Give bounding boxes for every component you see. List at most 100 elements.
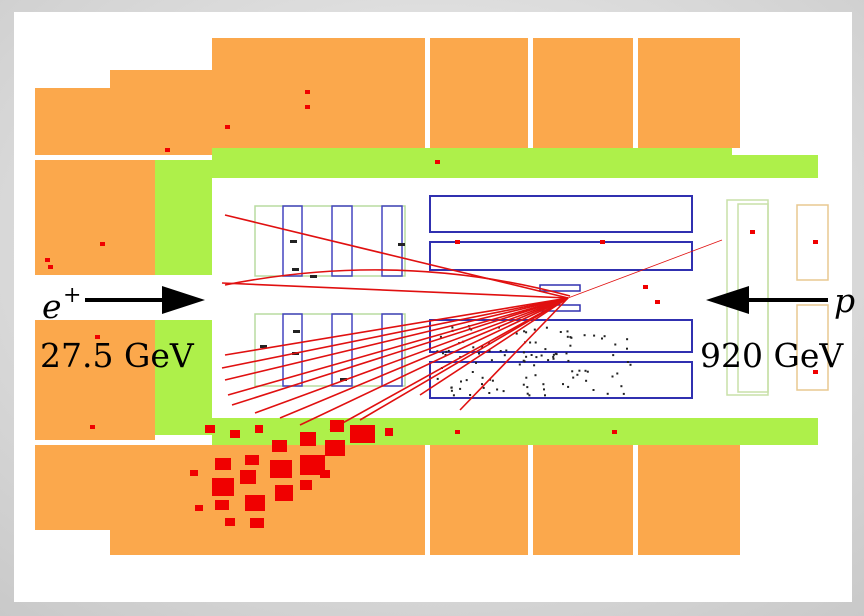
calo-block	[430, 38, 528, 148]
energy-cell	[813, 240, 818, 244]
hit	[612, 376, 614, 378]
hit	[567, 336, 569, 338]
tracker-region	[212, 178, 732, 418]
hit	[525, 331, 527, 333]
beam-energy: 920 GeV	[700, 336, 844, 375]
energy-cell	[230, 430, 240, 438]
energy-cell	[655, 300, 660, 304]
hit	[544, 394, 546, 396]
hit	[560, 331, 562, 333]
hit	[519, 364, 521, 366]
hit	[593, 335, 595, 337]
hit	[616, 373, 618, 375]
hit	[293, 330, 300, 333]
hit	[535, 356, 537, 358]
hit	[623, 393, 625, 395]
lar-strip	[155, 160, 212, 275]
hit	[526, 386, 528, 388]
hit	[566, 352, 568, 354]
hit	[531, 354, 533, 356]
energy-cell	[100, 242, 105, 246]
energy-cell	[240, 470, 256, 484]
calo-block	[430, 445, 528, 555]
hit	[398, 243, 405, 246]
beam-label: p	[834, 281, 855, 320]
hit	[626, 348, 628, 350]
hit	[547, 359, 549, 361]
energy-cell	[385, 428, 393, 436]
hit	[442, 352, 444, 354]
hit	[570, 337, 572, 339]
hit	[523, 360, 525, 362]
hit	[626, 338, 628, 340]
hit	[585, 370, 587, 372]
hit	[460, 381, 462, 383]
energy-cell	[435, 160, 440, 164]
hit	[569, 345, 571, 347]
energy-cell	[455, 430, 460, 434]
hit	[453, 394, 455, 396]
hit	[472, 371, 474, 373]
energy-cell	[165, 148, 170, 152]
hit	[546, 327, 548, 329]
hit	[488, 392, 490, 394]
beam-label: e	[42, 287, 62, 326]
hit	[614, 344, 616, 346]
hit	[525, 377, 527, 379]
hit	[552, 356, 554, 358]
beam-charge: +	[63, 283, 81, 308]
hit	[542, 383, 544, 385]
hit	[572, 377, 574, 379]
energy-cell	[455, 240, 460, 244]
energy-cell	[245, 495, 265, 511]
hit	[505, 350, 507, 352]
calo-block	[638, 38, 740, 148]
hit	[620, 385, 622, 387]
hit	[451, 327, 453, 329]
hit	[553, 358, 555, 360]
hit	[567, 360, 569, 362]
energy-cell	[48, 265, 53, 269]
hit	[503, 390, 505, 392]
hit	[525, 356, 527, 358]
lar-strip	[732, 155, 818, 178]
energy-cell	[245, 455, 259, 465]
hit	[448, 350, 450, 352]
hit	[567, 330, 569, 332]
energy-cell	[250, 518, 264, 528]
hit	[290, 240, 297, 243]
energy-cell	[325, 440, 345, 456]
hit	[601, 338, 603, 340]
energy-cell	[225, 518, 235, 526]
energy-cell	[305, 105, 310, 109]
energy-cell	[330, 420, 344, 432]
hit	[544, 348, 546, 350]
energy-cell	[643, 285, 648, 289]
hit	[496, 389, 498, 391]
hit	[534, 329, 536, 331]
hit	[504, 354, 506, 356]
energy-cell	[300, 432, 316, 446]
energy-cell	[205, 425, 215, 433]
energy-cell	[300, 480, 312, 490]
hit	[500, 350, 502, 352]
hit	[292, 268, 299, 271]
hit	[472, 346, 474, 348]
hit	[584, 334, 586, 336]
hit	[553, 354, 555, 356]
hit	[567, 386, 569, 388]
hit	[491, 359, 493, 361]
energy-cell	[600, 240, 605, 244]
calo-block	[35, 160, 155, 275]
hit	[481, 383, 483, 385]
hit	[523, 351, 525, 353]
hit	[630, 364, 632, 366]
calo-block	[533, 445, 633, 555]
hit	[576, 374, 578, 376]
hit	[578, 370, 580, 372]
hit	[450, 387, 452, 389]
energy-cell	[272, 440, 287, 452]
lar-strip	[212, 148, 732, 178]
hit	[571, 370, 573, 372]
energy-cell	[365, 425, 375, 435]
